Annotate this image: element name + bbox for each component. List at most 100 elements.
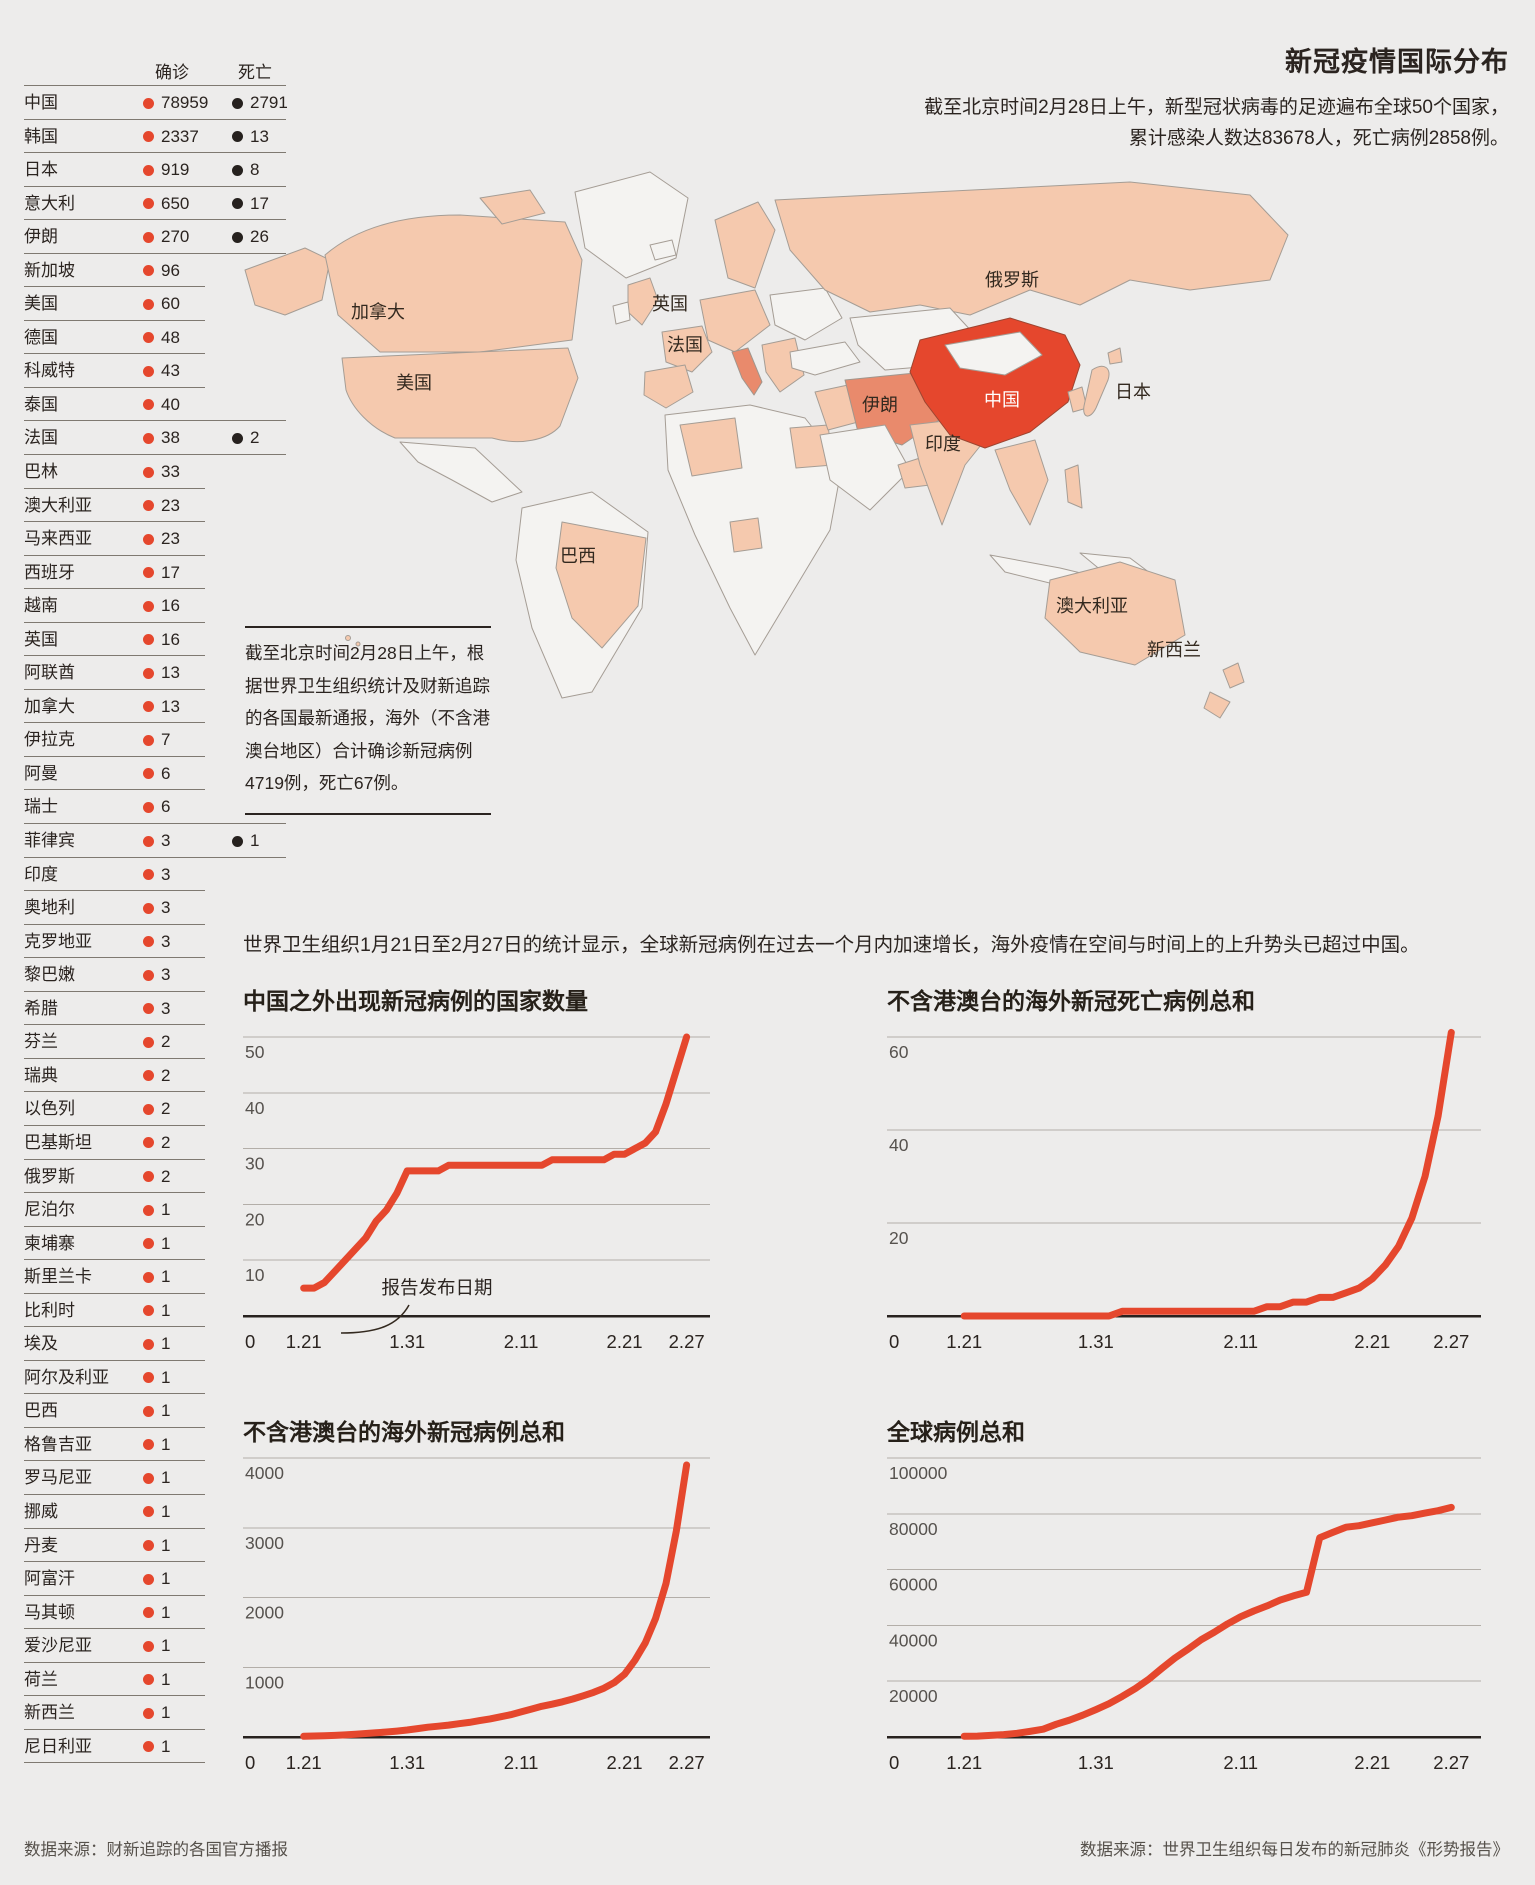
table-row: 希腊 3 (24, 992, 290, 1026)
confirmed-dot-icon (143, 365, 154, 377)
confirmed-dot-icon (143, 902, 154, 914)
confirmed-count: 1 (161, 1736, 171, 1756)
divider (24, 1561, 205, 1563)
confirmed-count: 1 (161, 1200, 171, 1220)
confirmed-dot-icon (143, 1741, 154, 1753)
chart-title-global-cases: 全球病例总和 (887, 1419, 1025, 1445)
confirmed-dot-icon (143, 1137, 154, 1149)
country-name: 美国 (24, 294, 58, 314)
death-dot-icon (232, 432, 243, 444)
confirmed-dot-icon (143, 198, 154, 210)
confirmed-dot-icon (143, 1707, 154, 1719)
map-label-usa: 美国 (396, 373, 432, 393)
confirmed-dot-icon (143, 869, 154, 881)
country-name: 新西兰 (24, 1703, 75, 1723)
country-name: 斯里兰卡 (24, 1267, 92, 1287)
table-row: 阿尔及利亚 1 (24, 1361, 290, 1395)
divider (24, 1292, 205, 1294)
confirmed-count: 6 (161, 797, 171, 817)
death-count: 2791 (250, 93, 288, 112)
confirmed-dot-icon (143, 1439, 154, 1451)
country-name: 比利时 (24, 1300, 75, 1320)
divider (24, 990, 205, 992)
table-row: 西班牙 17 (24, 556, 290, 590)
country-stats-table: 确诊 死亡 中国 78959 2791 韩国 2337 13 日本 919 8 意大利 650 17 伊… (24, 56, 290, 1764)
chart-overseas-deaths: 60 40 20 0 1.21 1.31 2.11 2.21 2.27 (887, 1017, 1481, 1366)
confirmed-count: 1 (161, 1669, 171, 1689)
confirmed-count: 1 (161, 1267, 171, 1287)
confirmed-dot-icon (143, 667, 154, 679)
y-tick-label: 4000 (245, 1463, 284, 1483)
table-row: 意大利 650 17 (24, 187, 290, 221)
x-tick-label: 1.31 (389, 1331, 425, 1352)
divider (24, 957, 205, 959)
data-line (300, 1461, 691, 1740)
table-body: 中国 78959 2791 韩国 2337 13 日本 919 8 意大利 650 17 伊朗 270 26… (24, 86, 290, 1764)
map-region-arctic-islands (479, 189, 546, 225)
country-name: 马其顿 (24, 1602, 75, 1622)
divider (24, 688, 205, 690)
x-tick-label: 2.27 (1433, 1752, 1469, 1773)
y-tick-label: 100000 (889, 1463, 948, 1483)
table-row: 比利时 1 (24, 1294, 290, 1328)
divider (24, 1057, 205, 1059)
map-label-china: 中国 (984, 390, 1020, 410)
country-name: 菲律宾 (24, 831, 75, 851)
confirmed-count: 650 (161, 193, 190, 213)
table-row: 以色列 2 (24, 1092, 290, 1126)
table-row: 爱沙尼亚 1 (24, 1629, 290, 1663)
table-row: 越南 16 (24, 589, 290, 623)
table-row: 柬埔寨 1 (24, 1227, 290, 1261)
data-line (300, 1033, 691, 1292)
map-region-algeria (679, 417, 743, 477)
y-tick-label: 1000 (245, 1672, 284, 1692)
map-region-new-zealand-north (1222, 662, 1245, 689)
confirmed-count: 3 (161, 931, 171, 951)
mid-paragraph: 世界卫生组织1月21日至2月27日的统计显示，全球新冠病例在过去一个月内加速增长… (243, 934, 1420, 956)
confirmed-count: 1 (161, 1233, 171, 1253)
divider (24, 487, 205, 489)
divider (24, 152, 286, 154)
confirmed-dot-icon (143, 1405, 154, 1417)
table-row: 巴西 1 (24, 1394, 290, 1428)
death-dot-icon (232, 835, 243, 847)
y-tick-label: 2000 (245, 1603, 284, 1623)
y-tick-label: 3000 (245, 1533, 284, 1553)
map-region-usa (341, 347, 579, 443)
chart-svg: 60 40 20 0 1.21 1.31 2.11 2.21 2.27 (887, 1028, 1481, 1352)
table-row: 丹麦 1 (24, 1529, 290, 1563)
divider (24, 823, 286, 825)
x-tick-label: 1.31 (1078, 1331, 1114, 1352)
confirmed-dot-icon (143, 1271, 154, 1283)
country-name: 巴林 (24, 462, 58, 482)
country-name: 中国 (24, 93, 58, 112)
table-row: 伊拉克 7 (24, 723, 290, 757)
map-region-japan-north (1107, 347, 1123, 365)
country-name: 柬埔寨 (24, 1233, 75, 1253)
divider (24, 521, 205, 523)
divider (24, 789, 205, 791)
divider (24, 1393, 205, 1395)
divider (24, 286, 205, 288)
map-label-iran: 伊朗 (862, 395, 898, 415)
map-region-france (661, 325, 713, 373)
chart-overseas-cases: 4000 3000 2000 1000 0 1.21 1.31 2.11 2.21 2.27 (243, 1438, 710, 1787)
y-tick-label: 80000 (889, 1519, 938, 1539)
table-row: 阿富汗 1 (24, 1562, 290, 1596)
table-row: 芬兰 2 (24, 1025, 290, 1059)
chart-svg: 50 40 30 20 10 0 1.21 1.31 2.11 2.21 2.27 报告发布日期 (243, 1033, 710, 1352)
confirmed-count: 2 (161, 1099, 171, 1119)
map-region-new-zealand-south (1203, 691, 1231, 719)
confirmed-count: 16 (161, 596, 180, 616)
map-region-turkey (789, 341, 861, 376)
confirmed-dot-icon (143, 1607, 154, 1619)
confirmed-count: 23 (161, 495, 180, 515)
confirmed-count: 1 (161, 1636, 171, 1656)
x-tick-label: 1.21 (286, 1331, 322, 1352)
confirmed-count: 1 (161, 1501, 171, 1521)
country-name: 伊朗 (24, 227, 58, 247)
confirmed-dot-icon (143, 332, 154, 344)
confirmed-dot-icon (143, 768, 154, 780)
country-name: 芬兰 (24, 1032, 58, 1052)
confirmed-dot-icon (143, 466, 154, 478)
